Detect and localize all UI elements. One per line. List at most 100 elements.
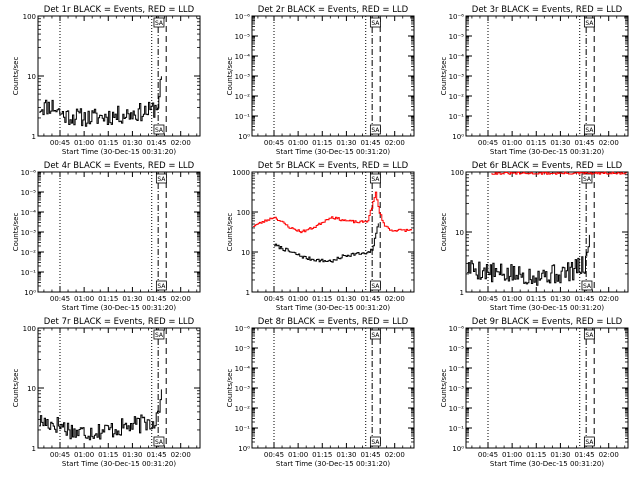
y-tick-label: 10⁻³: [235, 73, 251, 81]
y-tick-label: 10⁻⁶: [235, 13, 251, 21]
x-axis-label: Start Time (30-Dec-15 00:31:20): [490, 304, 604, 312]
x-tick-label: 01:30: [122, 139, 142, 147]
y-tick-label: 100: [237, 209, 250, 217]
y-axis-label: Counts/sec: [440, 369, 448, 408]
saa-flag-box: [155, 280, 167, 291]
x-axis-label: Start Time (30-Dec-15 00:31:20): [490, 148, 604, 156]
y-tick-label: 100: [23, 13, 36, 21]
saa-flag-label: SA: [155, 439, 164, 446]
x-tick-label: 01:45: [574, 295, 594, 303]
x-tick-label: 01:30: [550, 139, 570, 147]
panel-title: Det 2r BLACK = Events, RED = LLD: [258, 5, 409, 15]
x-tick-label: 01:15: [98, 139, 118, 147]
saa-flag-box: [153, 436, 165, 447]
x-tick-label: 02:00: [599, 451, 619, 459]
y-axis-label: Counts/sec: [12, 369, 20, 408]
saa-flag-label: SA: [371, 332, 380, 339]
x-tick-label: 01:30: [336, 451, 356, 459]
saa-flag-label: SA: [371, 176, 380, 183]
x-tick-label: 01:00: [74, 451, 94, 459]
y-tick-label: 10⁰: [238, 445, 250, 453]
y-tick-label: 10⁻⁶: [449, 13, 465, 21]
saa-flag-label: SA: [371, 439, 380, 446]
series-events-line: [274, 223, 379, 263]
y-tick-label: 10: [27, 385, 36, 393]
y-tick-label: 10⁻²: [449, 405, 465, 413]
x-tick-label: 02:00: [171, 451, 191, 459]
x-tick-label: 01:00: [74, 139, 94, 147]
x-tick-label: 01:15: [98, 451, 118, 459]
series-events-line: [39, 389, 162, 441]
series-lld-line: [491, 171, 627, 175]
x-tick-label: 01:15: [312, 451, 332, 459]
saa-flag-label: SA: [585, 127, 594, 134]
saa-flag-box: [583, 124, 595, 135]
saa-flag-box: [369, 124, 381, 135]
y-axis-label: Counts/sec: [226, 369, 234, 408]
x-axis-label: Start Time (30-Dec-15 00:31:20): [276, 148, 390, 156]
y-tick-label: 10⁻⁵: [449, 345, 465, 353]
x-axis-label: Start Time (30-Dec-15 00:31:20): [276, 304, 390, 312]
y-tick-label: 10⁰: [24, 289, 36, 297]
y-axis-label: Counts/sec: [226, 57, 234, 96]
x-tick-label: 01:45: [360, 139, 380, 147]
x-tick-label: 02:00: [599, 139, 619, 147]
saa-flag-box: [155, 173, 167, 184]
panel-title: Det 8r BLACK = Events, RED = LLD: [258, 317, 409, 327]
x-tick-label: 00:45: [264, 451, 284, 459]
saa-flag-label: SA: [585, 332, 594, 339]
y-tick-label: 10⁻³: [235, 385, 251, 393]
panel-det-5r: Det 5r BLACK = Events, RED = LLD 1 10 100 10…: [226, 161, 415, 312]
y-tick-label: 10⁻²: [449, 93, 465, 101]
x-tick-label: 02:00: [385, 139, 405, 147]
y-tick-label: 10: [241, 249, 250, 257]
plot-frame: [37, 171, 201, 293]
x-tick-label: 01:15: [526, 139, 546, 147]
x-tick-label: 02:00: [385, 451, 405, 459]
x-tick-label: 01:15: [526, 451, 546, 459]
x-axis-label: Start Time (30-Dec-15 00:31:20): [62, 460, 176, 468]
x-axis-label: Start Time (30-Dec-15 00:31:20): [62, 304, 176, 312]
plot-frame: [37, 327, 201, 449]
x-axis-label: Start Time (30-Dec-15 00:31:20): [276, 460, 390, 468]
saa-flag-label: SA: [155, 20, 164, 27]
y-tick-label: 10: [27, 73, 36, 81]
x-tick-label: 00:45: [264, 295, 284, 303]
y-tick-label: 10⁻⁴: [21, 209, 37, 217]
y-tick-label: 10⁻⁶: [235, 325, 251, 333]
x-tick-label: 02:00: [599, 295, 619, 303]
y-tick-label: 10⁻¹: [449, 113, 465, 121]
panel-det-7r: Det 7r BLACK = Events, RED = LLD 1 10 100 00…: [12, 317, 201, 468]
x-tick-label: 02:00: [171, 295, 191, 303]
y-tick-label: 10⁻⁵: [235, 345, 251, 353]
saa-flag-box: [153, 329, 165, 340]
y-tick-label: 1000: [232, 169, 250, 177]
y-tick-label: 10⁻⁶: [21, 169, 37, 177]
x-axis-label: Start Time (30-Dec-15 00:31:20): [62, 148, 176, 156]
saa-flag-box: [369, 17, 381, 28]
x-tick-label: 00:45: [50, 295, 70, 303]
y-tick-label: 1: [32, 133, 36, 141]
x-tick-label: 02:00: [385, 295, 405, 303]
y-tick-label: 10⁻⁵: [235, 33, 251, 41]
saa-flag-box: [581, 173, 593, 184]
saa-flag-label: SA: [371, 283, 380, 290]
saa-flag-box: [369, 173, 381, 184]
y-tick-label: 10⁻³: [21, 229, 37, 237]
saa-flag-label: SA: [155, 332, 164, 339]
y-tick-label: 10⁰: [238, 133, 250, 141]
y-tick-label: 10⁻²: [21, 249, 37, 257]
saa-flag-label: SA: [583, 283, 592, 290]
y-tick-label: 10⁻⁵: [449, 33, 465, 41]
y-tick-label: 100: [23, 325, 36, 333]
x-tick-label: 01:15: [526, 295, 546, 303]
panel-title: Det 4r BLACK = Events, RED = LLD: [44, 161, 195, 171]
y-tick-label: 10⁻¹: [235, 425, 251, 433]
y-tick-label: 10⁻³: [449, 385, 465, 393]
x-tick-label: 01:45: [360, 295, 380, 303]
x-tick-label: 01:00: [74, 295, 94, 303]
x-tick-label: 01:00: [288, 139, 308, 147]
saa-flag-box: [583, 436, 595, 447]
y-tick-label: 10⁰: [452, 133, 464, 141]
